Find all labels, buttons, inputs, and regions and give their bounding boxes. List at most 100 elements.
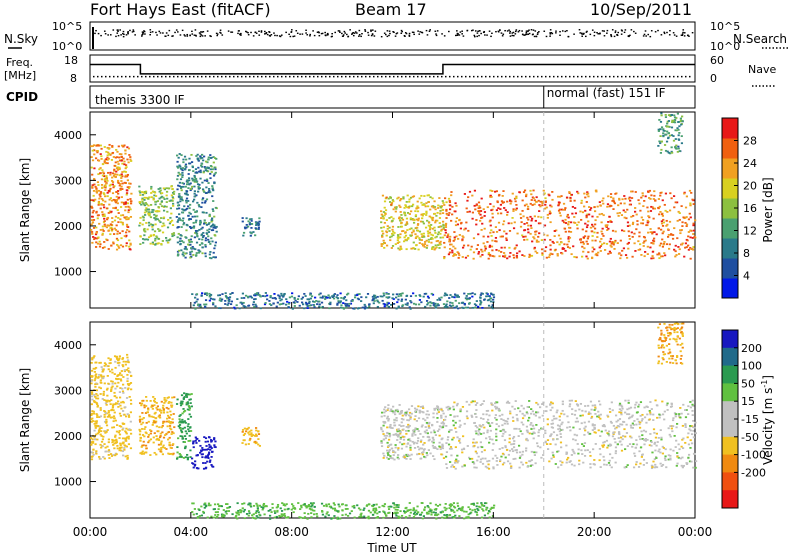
echo-cell bbox=[454, 462, 456, 464]
echo-cell bbox=[189, 435, 191, 437]
echo-cell bbox=[100, 193, 102, 195]
echo-cell bbox=[210, 226, 212, 228]
echo-cell bbox=[156, 409, 158, 411]
echo-cell bbox=[98, 456, 100, 458]
echo-cell bbox=[171, 433, 173, 435]
echo-cell bbox=[677, 146, 679, 148]
echo-cell bbox=[95, 398, 97, 400]
echo-cell bbox=[458, 219, 460, 221]
echo-cell bbox=[664, 254, 666, 256]
noise-sample bbox=[166, 32, 168, 33]
echo-cell bbox=[612, 230, 614, 232]
echo-cell bbox=[626, 209, 628, 211]
echo-cell bbox=[200, 306, 202, 308]
echo-cell bbox=[485, 437, 487, 439]
echo-cell bbox=[400, 293, 402, 295]
noise-sample bbox=[426, 30, 428, 31]
echo-cell bbox=[152, 235, 154, 237]
echo-cell bbox=[97, 377, 99, 379]
echo-cell bbox=[178, 213, 180, 215]
echo-cell bbox=[266, 298, 268, 300]
echo-cell bbox=[162, 405, 164, 407]
noise-sample bbox=[526, 32, 528, 33]
echo-cell bbox=[384, 222, 386, 224]
echo-cell bbox=[152, 224, 154, 226]
echo-cell bbox=[489, 203, 491, 205]
echo-cell bbox=[660, 243, 662, 245]
echo-cell bbox=[105, 151, 107, 153]
noise-sample bbox=[167, 35, 169, 36]
echo-cell bbox=[255, 427, 257, 429]
echo-cell bbox=[256, 292, 258, 294]
power-colorbar-swatch bbox=[722, 178, 738, 199]
echo-cell bbox=[476, 300, 478, 302]
echo-cell bbox=[445, 226, 447, 228]
echo-cell bbox=[565, 222, 567, 224]
echo-cell bbox=[473, 422, 475, 424]
echo-cell bbox=[128, 231, 130, 233]
echo-cell bbox=[386, 435, 388, 437]
echo-cell bbox=[106, 446, 108, 448]
echo-cell bbox=[180, 186, 182, 188]
echo-cell bbox=[666, 404, 668, 406]
echo-cell bbox=[594, 206, 596, 208]
echo-cell bbox=[660, 229, 662, 231]
echo-cell bbox=[101, 441, 103, 443]
echo-cell bbox=[549, 239, 551, 241]
echo-cell bbox=[633, 242, 635, 244]
noise-sample bbox=[194, 34, 196, 35]
echo-cell bbox=[689, 248, 691, 250]
echo-cell bbox=[210, 165, 212, 167]
echo-cell bbox=[621, 229, 623, 231]
noise-sample bbox=[527, 34, 529, 35]
echo-cell bbox=[206, 179, 208, 181]
echo-cell bbox=[682, 425, 684, 427]
echo-cell bbox=[209, 300, 211, 302]
noise-sample bbox=[643, 35, 645, 36]
echo-cell bbox=[662, 453, 664, 455]
echo-cell bbox=[594, 219, 596, 221]
echo-cell bbox=[182, 169, 184, 171]
echo-cell bbox=[204, 202, 206, 204]
echo-cell bbox=[279, 295, 281, 297]
echo-cell bbox=[640, 197, 642, 199]
echo-cell bbox=[462, 406, 464, 408]
echo-cell bbox=[647, 211, 649, 213]
noise-sample bbox=[387, 30, 389, 31]
echo-cell bbox=[116, 445, 118, 447]
echo-cell bbox=[142, 242, 144, 244]
echo-cell bbox=[674, 256, 676, 258]
echo-cell bbox=[627, 225, 629, 227]
noise-sample bbox=[472, 29, 474, 30]
echo-cell bbox=[408, 207, 410, 209]
echo-cell bbox=[203, 304, 205, 306]
echo-cell bbox=[187, 425, 189, 427]
echo-cell bbox=[584, 449, 586, 451]
echo-cell bbox=[383, 409, 385, 411]
echo-cell bbox=[643, 241, 645, 243]
echo-cell bbox=[158, 444, 160, 446]
echo-cell bbox=[118, 365, 120, 367]
echo-cell bbox=[91, 167, 93, 169]
echo-cell bbox=[436, 417, 438, 419]
echo-cell bbox=[580, 241, 582, 243]
echo-cell bbox=[194, 236, 196, 238]
noise-sample bbox=[110, 34, 112, 35]
echo-cell bbox=[161, 401, 163, 403]
echo-cell bbox=[125, 231, 127, 233]
noise-sample bbox=[479, 30, 481, 31]
power-colorbar-label: Power [dB] bbox=[761, 177, 775, 242]
echo-cell bbox=[604, 441, 606, 443]
noise-sample bbox=[302, 33, 304, 34]
echo-cell bbox=[122, 384, 124, 386]
echo-cell bbox=[145, 445, 147, 447]
echo-cell bbox=[106, 431, 108, 433]
echo-cell bbox=[448, 253, 450, 255]
echo-cell bbox=[559, 238, 561, 240]
echo-cell bbox=[218, 307, 220, 309]
echo-cell bbox=[111, 427, 113, 429]
echo-cell bbox=[527, 232, 529, 234]
noise-sample bbox=[549, 35, 551, 36]
echo-cell bbox=[478, 202, 480, 204]
